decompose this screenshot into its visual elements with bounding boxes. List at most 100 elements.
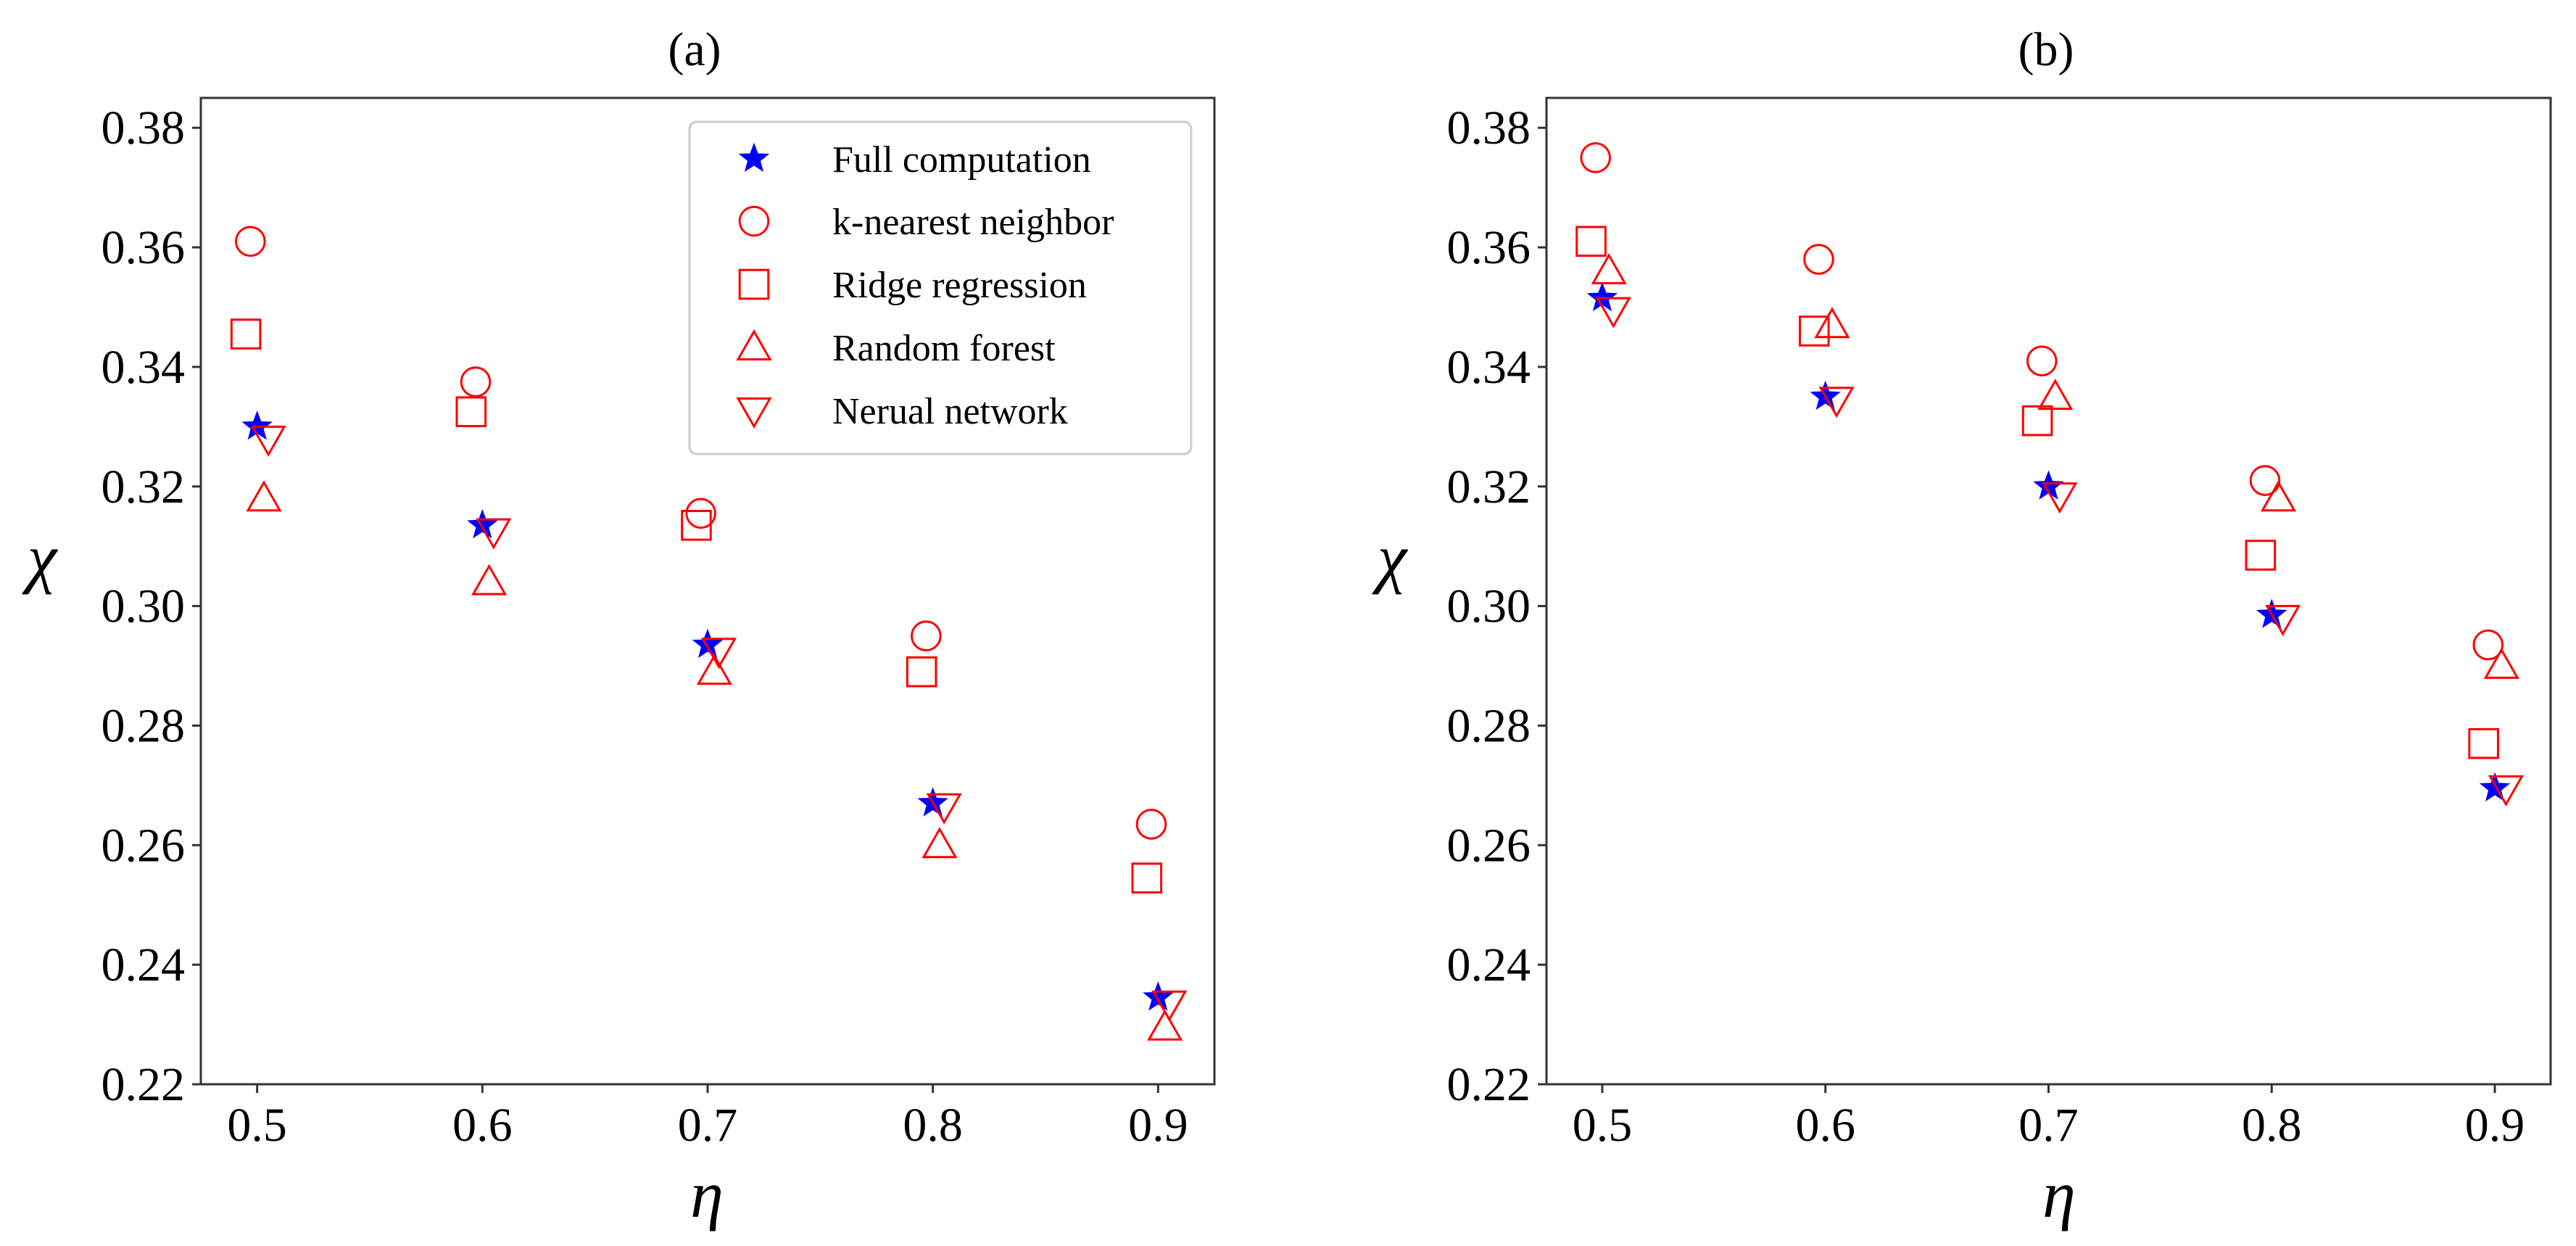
point-nn <box>926 793 962 825</box>
point-rf <box>922 827 958 859</box>
point-ridge <box>681 510 712 541</box>
point-full <box>692 628 724 659</box>
point-full <box>2033 470 2064 500</box>
panel-a: (a) 0.22 0.24 0.26 0.28 0.30 0.32 0.34 0.36 0.38… <box>22 23 1216 1231</box>
point-nn <box>700 638 737 669</box>
point-rf <box>246 480 282 512</box>
x-tick-label: 0.8 <box>903 1099 963 1152</box>
panel-b-y-axis-label: χ <box>1372 521 1409 595</box>
point-nn <box>2265 605 2301 637</box>
legend-square-icon <box>738 268 770 300</box>
legend-marker-full <box>738 142 770 173</box>
x-tick-label: 0.7 <box>2018 1099 2079 1152</box>
point-rf <box>2037 379 2074 410</box>
legend-marker-nn <box>736 397 772 429</box>
point-ridge <box>1131 862 1163 894</box>
y-tick-label: 0.24 <box>1447 938 1531 991</box>
panel-b: (b) 0.22 0.24 0.26 0.28 0.30 0.32 0.34 0.36 0.38… <box>1372 23 2552 1231</box>
x-tick-label: 0.5 <box>1573 1099 1633 1152</box>
panel-a-x-axis-label: η <box>690 1158 724 1231</box>
panel-a-y-ticks: 0.22 0.24 0.26 0.28 0.30 0.32 0.34 0.36 0.38 <box>102 102 201 1111</box>
point-knn <box>1803 244 1834 275</box>
point-rf <box>1147 1009 1183 1041</box>
panel-b-title: (b) <box>2018 23 2074 76</box>
point-nn <box>2042 482 2078 514</box>
point-rf <box>1814 307 1850 339</box>
legend-marker-knn <box>738 205 770 237</box>
legend-marker-ridge <box>738 268 770 300</box>
point-ridge <box>455 396 487 428</box>
panel-a-title: (a) <box>668 23 721 76</box>
point-rf <box>696 653 732 685</box>
x-tick-label: 0.9 <box>1128 1099 1188 1152</box>
panel-b-x-axis-label: η <box>2042 1158 2076 1231</box>
point-knn <box>685 498 716 529</box>
point-rf <box>2260 480 2297 512</box>
legend-label-full: Full computation <box>832 139 1091 181</box>
point-nn <box>1151 990 1188 1022</box>
panel-a-x-ticks: 0.5 0.6 0.7 0.8 0.9 <box>227 1084 1188 1152</box>
x-tick-label: 0.6 <box>1795 1099 1855 1152</box>
point-nn <box>1595 297 1631 329</box>
panel-b-marks <box>1575 142 2525 807</box>
legend-circle-icon <box>738 205 770 237</box>
point-nn <box>2488 775 2525 807</box>
point-ridge <box>1575 226 1607 257</box>
point-knn <box>911 620 942 652</box>
x-tick-label: 0.5 <box>227 1099 287 1152</box>
legend-label-rf: Random forest <box>832 328 1056 369</box>
panel-b-plot-area <box>1545 96 2552 1086</box>
point-knn <box>460 366 492 397</box>
point-ridge <box>1799 315 1830 347</box>
point-knn <box>1135 809 1167 840</box>
point-rf <box>2483 648 2519 680</box>
legend-label-ridge: Ridge regression <box>832 265 1087 306</box>
point-nn <box>1818 387 1855 418</box>
panel-a-y-axis-label: χ <box>22 521 59 595</box>
panel-b-x-ticks: 0.5 0.6 0.7 0.8 0.9 <box>1573 1084 2525 1152</box>
point-knn <box>1580 142 1612 173</box>
y-tick-label: 0.26 <box>102 819 186 872</box>
y-tick-label: 0.22 <box>1447 1058 1531 1111</box>
point-knn <box>2026 345 2058 376</box>
y-tick-label: 0.28 <box>1447 699 1531 752</box>
y-tick-label: 0.36 <box>102 221 186 274</box>
point-nn <box>476 518 512 550</box>
y-tick-label: 0.34 <box>102 341 186 394</box>
legend-marker-rf <box>736 329 772 360</box>
y-tick-label: 0.34 <box>1447 341 1531 394</box>
y-tick-label: 0.38 <box>102 102 186 154</box>
x-tick-label: 0.6 <box>452 1099 513 1152</box>
point-ridge <box>230 318 262 350</box>
legend: Full computation k-nearest neighbor Ridg… <box>688 120 1193 455</box>
y-tick-label: 0.36 <box>1447 221 1531 274</box>
point-rf <box>471 564 508 595</box>
y-tick-label: 0.30 <box>1447 580 1531 633</box>
legend-triangle-down-icon <box>736 397 772 429</box>
x-tick-label: 0.9 <box>2465 1099 2525 1152</box>
y-tick-label: 0.38 <box>1447 102 1531 154</box>
legend-triangle-up-icon <box>736 329 772 360</box>
legend-label-knn: k-nearest neighbor <box>832 202 1114 243</box>
legend-star-icon <box>738 142 770 173</box>
legend-item-rf: Random forest <box>736 328 1056 369</box>
point-rf <box>1591 253 1627 285</box>
legend-item-nn: Nerual network <box>736 391 1068 432</box>
point-knn <box>235 226 266 257</box>
legend-label-nn: Nerual network <box>832 391 1068 432</box>
point-knn <box>2472 629 2504 661</box>
legend-item-full: Full computation <box>738 139 1091 181</box>
point-nn <box>250 425 286 457</box>
y-tick-label: 0.32 <box>102 461 186 513</box>
panel-a-marks <box>230 226 1188 1041</box>
panel-b-y-ticks: 0.22 0.24 0.26 0.28 0.30 0.32 0.34 0.36 0.38 <box>1447 102 1546 1111</box>
point-ridge <box>2021 405 2053 437</box>
legend-item-knn: k-nearest neighbor <box>738 202 1114 243</box>
x-tick-label: 0.7 <box>678 1099 738 1152</box>
y-tick-label: 0.28 <box>102 699 186 752</box>
point-knn <box>2249 465 2281 496</box>
point-full <box>1143 981 1174 1011</box>
legend-frame <box>688 120 1193 455</box>
point-ridge <box>906 656 937 688</box>
